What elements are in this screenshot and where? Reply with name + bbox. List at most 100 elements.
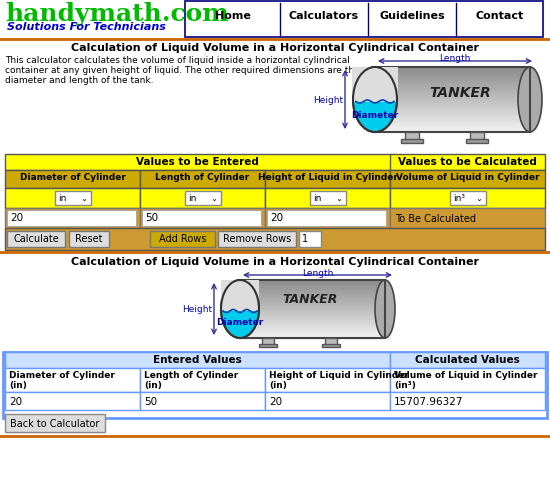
Text: Diameter of Cylinder: Diameter of Cylinder — [20, 173, 125, 182]
Bar — [240, 292, 385, 295]
Bar — [265, 171, 390, 189]
Bar — [240, 304, 385, 306]
Text: in: in — [58, 194, 67, 203]
Text: Reset: Reset — [75, 233, 103, 243]
Bar — [3, 352, 547, 418]
Bar — [375, 96, 530, 98]
Bar — [352, 68, 398, 102]
Text: Diameter: Diameter — [351, 110, 399, 119]
Bar — [140, 368, 265, 392]
Bar — [375, 76, 530, 78]
Bar — [375, 106, 530, 108]
Bar — [240, 302, 385, 304]
Bar — [375, 114, 530, 116]
Bar — [240, 324, 385, 327]
Bar — [375, 132, 530, 134]
Text: Home: Home — [214, 11, 250, 21]
Bar — [5, 189, 140, 209]
Bar — [240, 318, 385, 320]
Bar — [218, 231, 296, 247]
Bar — [184, 192, 221, 206]
Bar — [375, 72, 530, 74]
Bar — [240, 294, 385, 297]
Text: in: in — [189, 194, 197, 203]
Bar — [375, 88, 530, 90]
Bar — [7, 211, 136, 227]
Text: ⌄: ⌄ — [211, 194, 217, 203]
Text: Calculators: Calculators — [289, 11, 359, 21]
Bar — [150, 231, 215, 247]
Bar — [240, 326, 385, 329]
Bar — [466, 140, 488, 144]
Bar — [375, 126, 530, 128]
Text: Diameter: Diameter — [216, 318, 263, 326]
Text: Calculation of Liquid Volume in a Horizontal Cylindrical Container: Calculation of Liquid Volume in a Horizo… — [71, 43, 479, 53]
Bar — [185, 2, 543, 38]
Bar — [390, 368, 545, 392]
Text: To Be Calculated: To Be Calculated — [395, 213, 476, 224]
Bar — [7, 231, 65, 247]
Text: in: in — [314, 194, 322, 203]
Bar — [240, 336, 385, 338]
Bar — [449, 192, 486, 206]
Text: 50: 50 — [144, 396, 157, 406]
Bar — [375, 68, 530, 133]
Ellipse shape — [354, 69, 396, 132]
Bar — [140, 171, 265, 189]
Bar — [375, 92, 530, 94]
Bar — [240, 296, 385, 299]
Bar — [375, 86, 530, 88]
Bar — [375, 98, 530, 100]
Text: Entered Values: Entered Values — [153, 354, 242, 364]
Text: in³: in³ — [454, 194, 465, 203]
Text: Height of Liquid in Cylinder: Height of Liquid in Cylinder — [269, 370, 409, 379]
Text: Length of Cylinder: Length of Cylinder — [144, 370, 238, 379]
Bar — [240, 285, 385, 287]
Text: Length: Length — [439, 54, 471, 63]
Bar — [5, 368, 140, 392]
Bar — [390, 352, 545, 368]
Bar — [240, 280, 385, 338]
Text: Remove Rows: Remove Rows — [223, 233, 291, 243]
Bar — [299, 231, 321, 247]
Bar — [240, 287, 385, 288]
Bar — [375, 90, 530, 92]
Text: Add Rows: Add Rows — [160, 233, 207, 243]
Text: Calculated Values: Calculated Values — [415, 354, 520, 364]
Text: handymath.com: handymath.com — [5, 2, 229, 26]
Bar — [325, 338, 337, 345]
Bar — [390, 171, 545, 189]
Ellipse shape — [375, 280, 395, 338]
Bar — [240, 333, 385, 334]
Bar — [240, 334, 385, 336]
Bar — [375, 120, 530, 122]
Text: Length of Cylinder: Length of Cylinder — [155, 173, 250, 182]
Ellipse shape — [222, 281, 258, 337]
Bar — [262, 338, 274, 345]
Text: (in³): (in³) — [394, 380, 416, 389]
Bar — [221, 280, 259, 311]
Bar — [375, 80, 530, 82]
Text: 20: 20 — [10, 212, 23, 223]
Text: 1: 1 — [302, 233, 308, 243]
Bar — [375, 84, 530, 86]
Text: 20: 20 — [9, 396, 22, 406]
Bar — [140, 392, 265, 410]
Bar — [375, 68, 530, 70]
Bar — [240, 314, 385, 317]
Text: ⌄: ⌄ — [336, 194, 343, 203]
Text: (in): (in) — [269, 380, 287, 389]
Text: Calculation of Liquid Volume in a Horizontal Cylindrical Container: Calculation of Liquid Volume in a Horizo… — [71, 257, 479, 267]
Text: Volume of Liquid in Cylinder: Volume of Liquid in Cylinder — [396, 173, 539, 182]
Text: Values to be Entered: Values to be Entered — [136, 157, 259, 166]
Bar — [375, 124, 530, 126]
Text: Values to be Calculated: Values to be Calculated — [398, 157, 537, 166]
Text: ⌄: ⌄ — [80, 194, 87, 203]
Text: Height: Height — [313, 96, 343, 105]
Bar — [390, 392, 545, 410]
Bar — [5, 171, 140, 189]
Bar — [375, 130, 530, 132]
Bar — [310, 192, 345, 206]
Bar — [265, 209, 390, 228]
Bar — [69, 231, 109, 247]
